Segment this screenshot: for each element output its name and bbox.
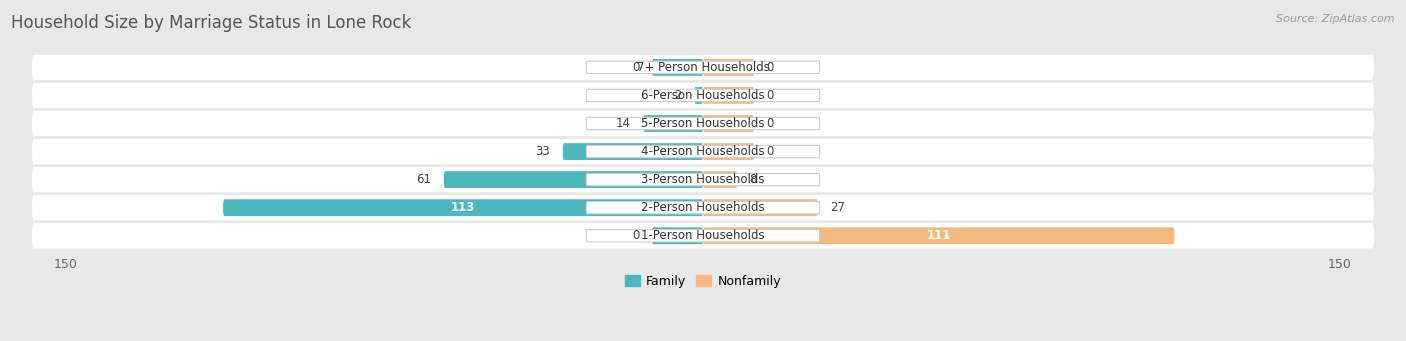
Text: Source: ZipAtlas.com: Source: ZipAtlas.com (1277, 14, 1395, 24)
FancyBboxPatch shape (32, 139, 1374, 164)
FancyBboxPatch shape (32, 111, 1374, 136)
FancyBboxPatch shape (652, 59, 703, 76)
FancyBboxPatch shape (586, 202, 820, 214)
FancyBboxPatch shape (32, 223, 1374, 248)
Text: Household Size by Marriage Status in Lone Rock: Household Size by Marriage Status in Lon… (11, 14, 412, 32)
FancyBboxPatch shape (644, 115, 703, 132)
Text: 4-Person Households: 4-Person Households (641, 145, 765, 158)
Text: 0: 0 (631, 229, 640, 242)
Text: 2: 2 (675, 89, 682, 102)
FancyBboxPatch shape (703, 143, 754, 160)
FancyBboxPatch shape (32, 83, 1374, 108)
Text: 7+ Person Households: 7+ Person Households (637, 61, 769, 74)
FancyBboxPatch shape (703, 227, 1174, 244)
FancyBboxPatch shape (586, 145, 820, 158)
FancyBboxPatch shape (586, 61, 820, 74)
FancyBboxPatch shape (32, 195, 1374, 220)
FancyBboxPatch shape (444, 171, 703, 188)
Legend: Family, Nonfamily: Family, Nonfamily (620, 270, 786, 293)
FancyBboxPatch shape (562, 143, 703, 160)
Text: 14: 14 (616, 117, 631, 130)
FancyBboxPatch shape (652, 227, 703, 244)
FancyBboxPatch shape (586, 174, 820, 186)
Text: 0: 0 (766, 61, 775, 74)
FancyBboxPatch shape (703, 87, 754, 104)
Text: 8: 8 (749, 173, 756, 186)
Text: 0: 0 (766, 145, 775, 158)
Text: 27: 27 (831, 201, 845, 214)
Text: 1-Person Households: 1-Person Households (641, 229, 765, 242)
Text: 2-Person Households: 2-Person Households (641, 201, 765, 214)
Text: 0: 0 (766, 117, 775, 130)
FancyBboxPatch shape (586, 229, 820, 242)
Text: 61: 61 (416, 173, 432, 186)
Text: 0: 0 (766, 89, 775, 102)
FancyBboxPatch shape (586, 89, 820, 102)
Text: 33: 33 (536, 145, 550, 158)
FancyBboxPatch shape (224, 199, 703, 216)
Text: 5-Person Households: 5-Person Households (641, 117, 765, 130)
FancyBboxPatch shape (703, 59, 754, 76)
FancyBboxPatch shape (586, 117, 820, 130)
FancyBboxPatch shape (703, 115, 754, 132)
FancyBboxPatch shape (695, 87, 703, 104)
Text: 0: 0 (631, 61, 640, 74)
FancyBboxPatch shape (703, 199, 818, 216)
Text: 6-Person Households: 6-Person Households (641, 89, 765, 102)
FancyBboxPatch shape (32, 167, 1374, 192)
Text: 111: 111 (927, 229, 950, 242)
Text: 3-Person Households: 3-Person Households (641, 173, 765, 186)
Text: 113: 113 (451, 201, 475, 214)
FancyBboxPatch shape (703, 171, 737, 188)
FancyBboxPatch shape (32, 55, 1374, 80)
